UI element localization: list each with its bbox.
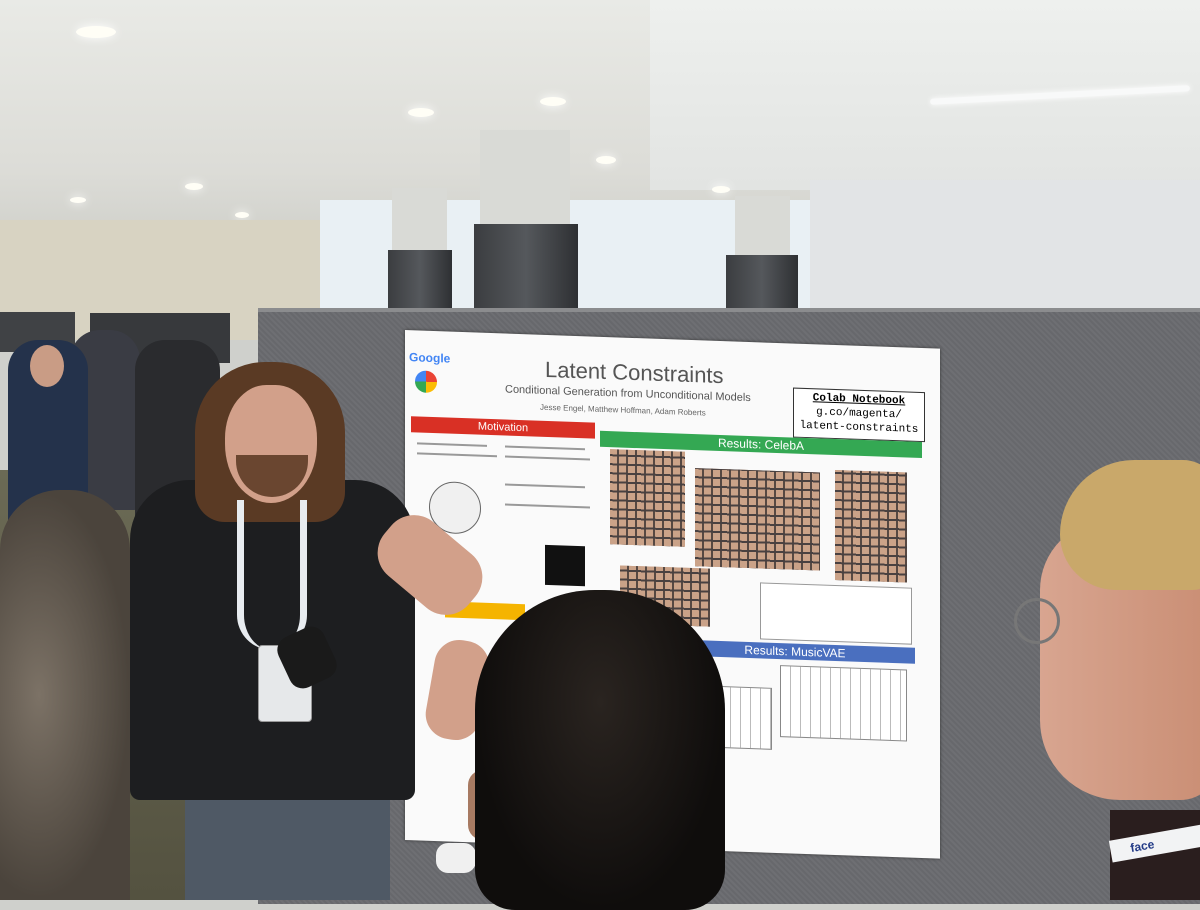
brain-icon (415, 370, 437, 394)
background-person-face (30, 345, 64, 387)
person-left-hair (0, 490, 130, 900)
celeba-face-grid (610, 449, 685, 547)
presenter-lanyard (237, 500, 307, 650)
results-table (760, 582, 912, 645)
column (480, 130, 570, 230)
ceiling-light (596, 156, 616, 164)
listener-right-hair (1060, 460, 1200, 590)
column-base (474, 224, 578, 310)
listener-head (475, 590, 725, 910)
google-logo: Google (409, 350, 451, 366)
text-line (417, 442, 487, 447)
ceiling-light (712, 186, 730, 193)
column-base (726, 255, 798, 310)
ceiling-light (76, 26, 116, 38)
ceiling-light (540, 97, 566, 106)
colab-notebook-box: Colab Notebook g.co/magenta/ latent-cons… (793, 387, 925, 443)
text-line (505, 483, 585, 489)
text-line (505, 503, 590, 509)
glasses (1014, 598, 1060, 644)
celeba-face-grid (835, 470, 907, 583)
ceiling-light (408, 108, 434, 117)
poster-title: Latent Constraints (545, 356, 724, 389)
sample-grid-image (545, 544, 585, 587)
shoe (436, 843, 476, 873)
ceiling-light (70, 197, 86, 203)
music-graph (720, 686, 772, 750)
text-line (505, 445, 585, 451)
music-graph (780, 665, 907, 742)
ceiling-right (650, 0, 1200, 190)
celeba-face-grid (695, 468, 820, 571)
column (392, 188, 447, 252)
column-base (388, 250, 452, 310)
ceiling-light (185, 183, 203, 190)
section-motivation: Motivation (411, 416, 595, 439)
column (735, 196, 790, 256)
text-line (417, 452, 497, 458)
window-blinds (810, 180, 1200, 310)
ceiling-light (235, 212, 249, 218)
poster-authors: Jesse Engel, Matthew Hoffman, Adam Rober… (540, 402, 706, 418)
text-line (505, 455, 590, 461)
